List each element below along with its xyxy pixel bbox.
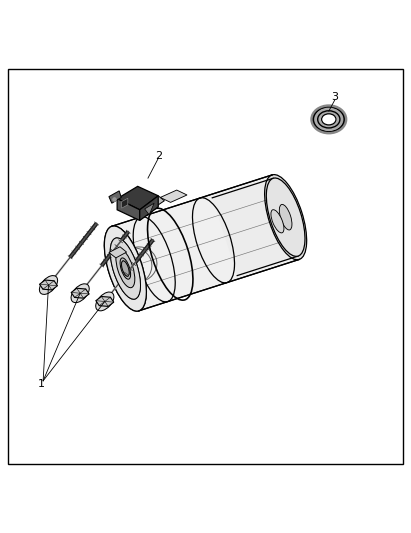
Ellipse shape xyxy=(110,238,141,299)
PathPatch shape xyxy=(112,175,299,311)
Text: 2: 2 xyxy=(155,150,162,160)
Polygon shape xyxy=(160,190,187,203)
Ellipse shape xyxy=(120,258,131,279)
Ellipse shape xyxy=(265,175,307,260)
Text: 3: 3 xyxy=(331,92,339,102)
Ellipse shape xyxy=(116,249,135,288)
Polygon shape xyxy=(117,199,140,221)
Polygon shape xyxy=(138,196,164,214)
Polygon shape xyxy=(117,187,158,210)
Ellipse shape xyxy=(104,226,146,311)
PathPatch shape xyxy=(212,179,298,276)
Ellipse shape xyxy=(266,178,305,256)
Polygon shape xyxy=(109,191,121,203)
Polygon shape xyxy=(39,280,58,290)
Ellipse shape xyxy=(116,249,135,288)
Ellipse shape xyxy=(271,209,284,233)
Polygon shape xyxy=(71,288,89,298)
Ellipse shape xyxy=(110,238,141,299)
Ellipse shape xyxy=(122,261,129,276)
Polygon shape xyxy=(122,198,128,208)
Ellipse shape xyxy=(39,276,58,294)
Polygon shape xyxy=(140,196,158,221)
Ellipse shape xyxy=(122,261,129,276)
Ellipse shape xyxy=(71,284,89,303)
Ellipse shape xyxy=(279,204,292,230)
Polygon shape xyxy=(96,296,114,306)
Text: 1: 1 xyxy=(37,378,45,389)
Polygon shape xyxy=(145,203,154,215)
Ellipse shape xyxy=(322,114,336,125)
Ellipse shape xyxy=(104,226,146,311)
Ellipse shape xyxy=(96,292,114,311)
Polygon shape xyxy=(109,247,127,258)
Ellipse shape xyxy=(120,258,131,279)
